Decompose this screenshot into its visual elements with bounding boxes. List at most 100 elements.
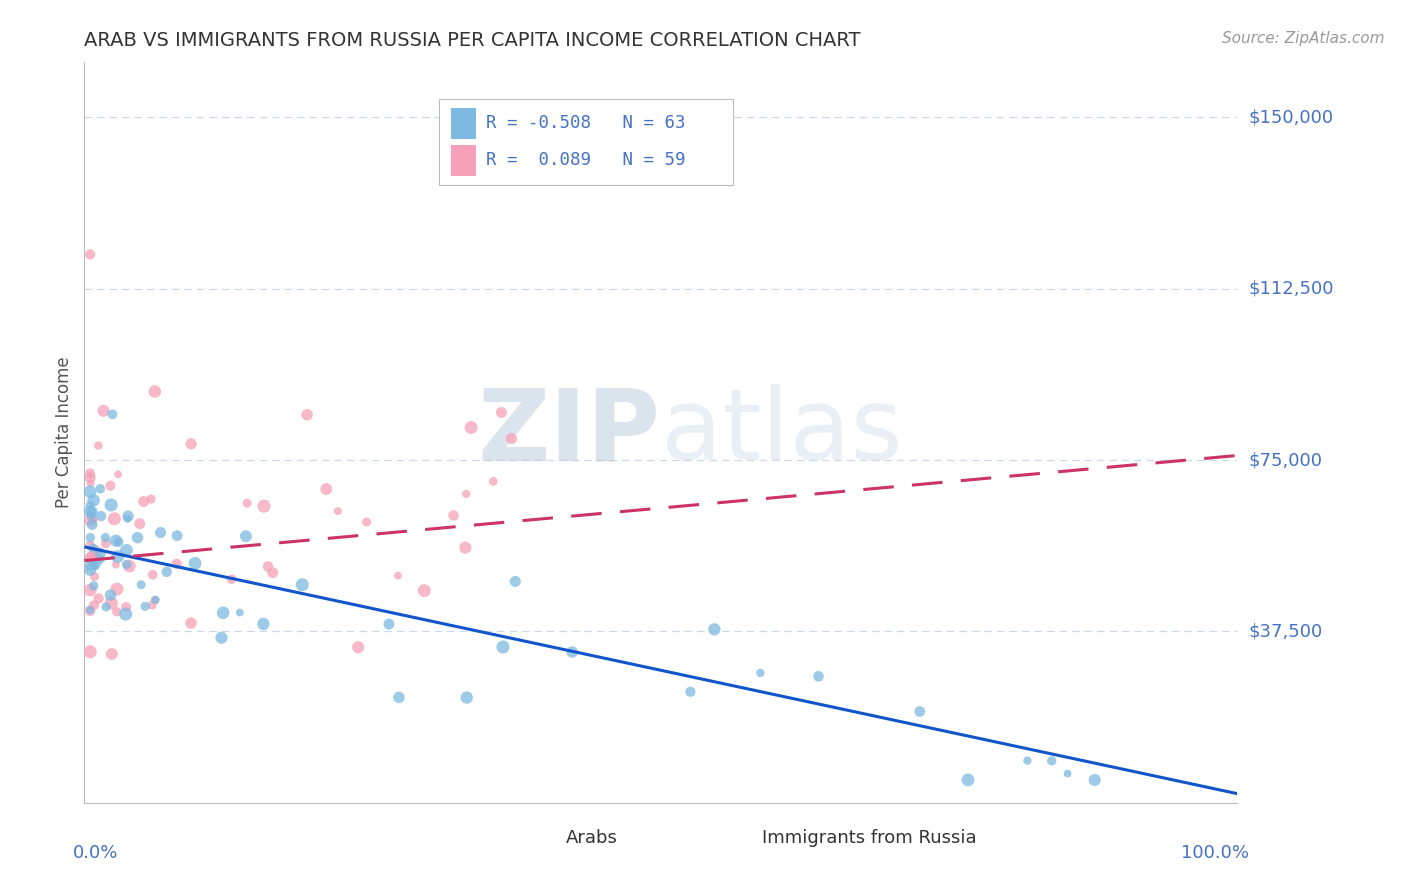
Point — [79, 603, 101, 617]
Point — [252, 617, 274, 632]
Point — [1084, 772, 1107, 787]
Point — [87, 591, 110, 606]
Point — [79, 484, 101, 499]
Point — [83, 599, 105, 613]
Point — [807, 669, 830, 683]
Point — [79, 247, 101, 261]
Point — [100, 498, 122, 512]
Point — [104, 533, 127, 548]
Point — [79, 604, 101, 618]
Point — [117, 509, 139, 524]
Point — [1056, 766, 1078, 780]
Point — [262, 566, 284, 580]
Point — [253, 499, 276, 513]
Point — [127, 531, 149, 545]
Text: Immigrants from Russia: Immigrants from Russia — [762, 830, 977, 847]
Point — [291, 577, 314, 591]
Point — [139, 492, 162, 507]
Point — [356, 515, 378, 529]
Point — [115, 543, 138, 558]
Point — [105, 605, 128, 619]
Point — [1040, 754, 1063, 768]
Point — [456, 690, 478, 705]
Point — [492, 640, 515, 654]
Point — [114, 607, 136, 621]
Point — [149, 525, 172, 540]
Point — [141, 598, 163, 612]
Point — [101, 408, 124, 422]
Point — [142, 567, 165, 582]
Point — [166, 529, 188, 543]
Point — [82, 541, 104, 555]
Point — [166, 557, 188, 571]
Bar — [451, 145, 477, 176]
Point — [315, 482, 337, 496]
Text: $150,000: $150,000 — [1249, 108, 1333, 127]
Point — [79, 504, 101, 518]
Point — [129, 577, 152, 591]
Point — [221, 572, 243, 586]
Point — [257, 559, 280, 574]
Point — [561, 645, 583, 659]
Point — [156, 565, 179, 579]
Point — [118, 559, 141, 574]
Bar — [534, 827, 560, 849]
Point — [456, 487, 478, 501]
Point — [79, 583, 101, 598]
Text: 0.0%: 0.0% — [73, 844, 118, 862]
Point — [87, 556, 110, 570]
Point — [145, 593, 167, 607]
Point — [80, 508, 103, 523]
Point — [80, 551, 103, 566]
Point — [94, 599, 117, 614]
Point — [413, 583, 436, 598]
Point — [443, 508, 465, 523]
Point — [295, 408, 318, 422]
Point — [211, 631, 233, 645]
Point — [84, 559, 107, 574]
FancyBboxPatch shape — [440, 99, 734, 185]
Point — [107, 467, 129, 482]
Point — [501, 432, 523, 446]
Point — [79, 513, 101, 527]
Point — [503, 574, 526, 589]
Point — [89, 482, 111, 496]
Point — [387, 568, 409, 582]
Point — [134, 599, 156, 614]
Point — [84, 544, 107, 558]
Point — [378, 617, 401, 632]
Point — [79, 531, 101, 545]
Point — [749, 665, 772, 680]
Point — [100, 596, 122, 610]
Point — [115, 558, 138, 572]
Point — [180, 616, 202, 631]
Point — [79, 645, 101, 659]
Point — [229, 606, 252, 620]
Point — [235, 529, 257, 543]
Point — [79, 498, 101, 512]
Point — [143, 593, 166, 607]
Point — [79, 466, 101, 480]
Text: 100.0%: 100.0% — [1181, 844, 1249, 862]
Point — [103, 512, 125, 526]
Point — [236, 496, 259, 510]
Point — [679, 684, 702, 698]
Point — [90, 509, 112, 524]
Point — [212, 606, 235, 620]
Point — [482, 475, 505, 489]
Point — [703, 623, 725, 637]
Point — [128, 516, 150, 531]
Point — [93, 403, 115, 417]
Point — [90, 552, 112, 566]
Point — [83, 512, 105, 526]
Text: R =  0.089   N = 59: R = 0.089 N = 59 — [485, 151, 685, 169]
Point — [184, 557, 207, 571]
Text: Source: ZipAtlas.com: Source: ZipAtlas.com — [1222, 31, 1385, 46]
Text: $75,000: $75,000 — [1249, 451, 1323, 469]
Point — [908, 705, 931, 719]
Point — [132, 494, 155, 508]
Point — [79, 476, 101, 491]
Point — [100, 478, 122, 492]
Y-axis label: Per Capita Income: Per Capita Income — [55, 357, 73, 508]
Point — [83, 493, 105, 508]
